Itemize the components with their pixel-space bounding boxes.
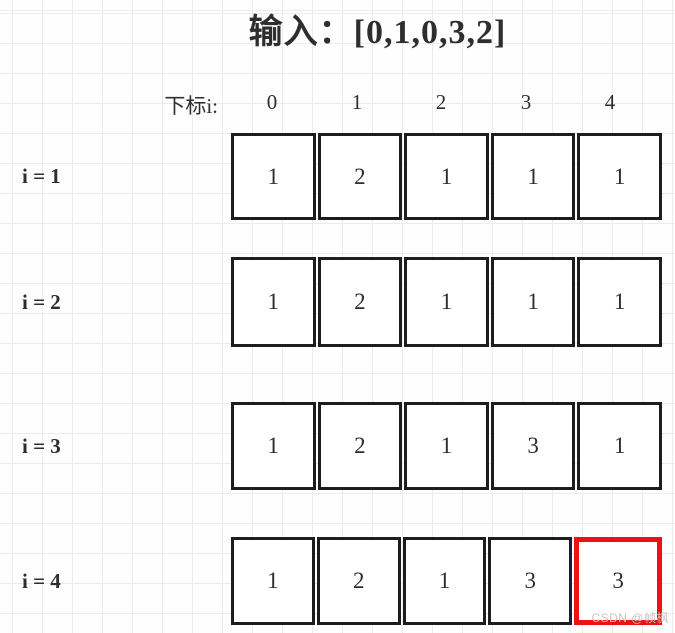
array-cell: 2 bbox=[317, 257, 403, 347]
index-label: 下标i: bbox=[164, 94, 218, 118]
index-header: 下标i: 0 1 2 3 4 bbox=[0, 90, 675, 118]
array-row-i2: i = 2 1 2 1 1 1 bbox=[0, 257, 675, 347]
row-label: i = 2 bbox=[22, 289, 61, 314]
row-label: i = 4 bbox=[22, 568, 61, 593]
array-cell: 2 bbox=[317, 402, 403, 490]
watermark: CSDN @帧枫 bbox=[591, 611, 669, 625]
array-cell: 1 bbox=[490, 133, 576, 220]
array-row-i3: i = 3 1 2 1 3 1 bbox=[0, 402, 675, 490]
array-cell: 1 bbox=[231, 402, 316, 490]
array-cell: 2 bbox=[316, 537, 401, 625]
array-cells: 1 2 1 1 1 bbox=[231, 133, 662, 220]
array-cell: 1 bbox=[231, 133, 316, 220]
input-title: 输入：[0,1,0,3,2] bbox=[248, 14, 507, 51]
array-cell: 1 bbox=[577, 133, 662, 220]
row-label: i = 3 bbox=[22, 433, 61, 458]
array-cell: 1 bbox=[402, 537, 487, 625]
index-value-0: 0 bbox=[266, 90, 278, 114]
array-cell: 1 bbox=[404, 257, 489, 347]
index-value-4: 4 bbox=[604, 90, 616, 114]
array-cell: 1 bbox=[404, 402, 489, 490]
index-value-2: 2 bbox=[435, 90, 447, 114]
array-cell: 3 bbox=[490, 402, 576, 490]
array-cell: 3 bbox=[488, 537, 573, 625]
array-cells: 1 2 1 3 3 bbox=[231, 537, 662, 625]
array-cells: 1 2 1 1 1 bbox=[231, 257, 662, 347]
array-cell: 1 bbox=[577, 257, 662, 347]
index-value-3: 3 bbox=[520, 90, 532, 114]
row-label: i = 1 bbox=[22, 164, 61, 188]
array-row-i4: i = 4 1 2 1 3 3 bbox=[0, 537, 675, 625]
array-row-i1: i = 1 1 2 1 1 1 bbox=[0, 133, 675, 220]
highlighted-cell: 3 bbox=[574, 537, 662, 625]
array-cell: 1 bbox=[231, 537, 315, 625]
array-cell: 1 bbox=[231, 257, 316, 347]
index-value-1: 1 bbox=[351, 90, 363, 114]
array-cell: 1 bbox=[404, 133, 489, 220]
array-cell: 1 bbox=[577, 402, 662, 490]
array-cells: 1 2 1 3 1 bbox=[231, 402, 662, 490]
array-cell: 2 bbox=[317, 133, 403, 220]
array-cell: 1 bbox=[490, 257, 576, 347]
